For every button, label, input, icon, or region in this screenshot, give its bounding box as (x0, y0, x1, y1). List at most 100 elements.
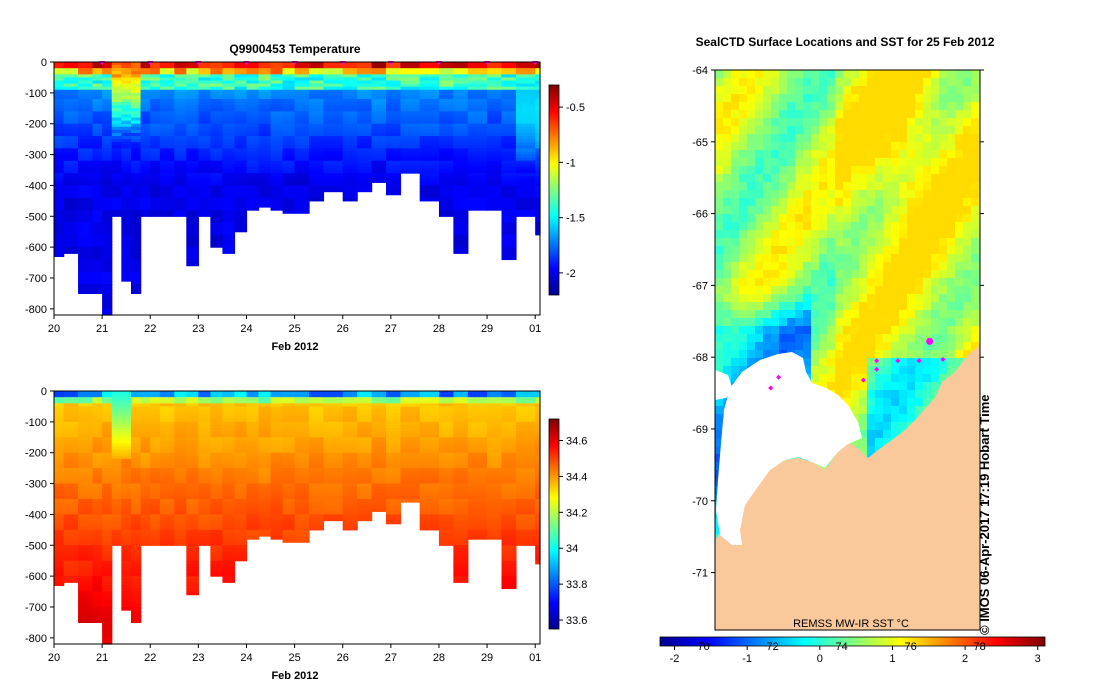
heatmap-cell (270, 83, 284, 88)
heatmap-cell (78, 492, 94, 497)
heatmap-cell (159, 194, 175, 199)
heatmap-cell (186, 461, 199, 466)
heatmap-cell (186, 579, 199, 583)
heatmap-cell (487, 105, 503, 109)
heatmap-cell (54, 219, 65, 224)
sst-cell (971, 102, 980, 111)
heatmap-cell (121, 431, 132, 435)
heatmap-cell (438, 210, 454, 214)
heatmap-cell (198, 123, 211, 128)
heatmap-cell (130, 597, 142, 602)
heatmap-cell (174, 536, 187, 540)
heatmap-cell (282, 74, 296, 79)
heatmap-cell (535, 77, 541, 82)
heatmap-cell (282, 89, 296, 94)
heatmap-cell (222, 424, 236, 429)
temp-colorbar (548, 84, 560, 296)
heatmap-cell (453, 111, 469, 116)
heatmap-cell (487, 114, 503, 119)
heatmap-cell (386, 511, 402, 516)
heatmap-cell (515, 188, 536, 193)
heatmap-cell (130, 287, 142, 291)
colorbar-tick-label: -2 (566, 268, 576, 280)
heatmap-cell (501, 117, 517, 122)
heatmap-cell (63, 579, 79, 583)
heatmap-cell (130, 80, 142, 85)
heatmap-cell (371, 145, 387, 149)
heatmap-cell (467, 123, 488, 128)
heatmap-cell (92, 287, 103, 291)
heatmap-cell (453, 428, 469, 432)
sst-cell (755, 142, 764, 151)
sst-cell (947, 174, 956, 183)
heatmap-cell (92, 148, 103, 153)
heatmap-cell (78, 431, 94, 435)
heatmap-cell (54, 569, 65, 574)
heatmap-cell (386, 480, 402, 485)
heatmap-cell (130, 517, 142, 522)
sst-cell (715, 198, 724, 207)
heatmap-cell (323, 434, 344, 438)
sst-cell (795, 182, 804, 191)
heatmap-cell (258, 77, 272, 82)
heatmap-cell (121, 142, 132, 146)
sst-cell (843, 246, 852, 255)
heatmap-cell (130, 471, 142, 475)
sst-cell (795, 126, 804, 135)
heatmap-cell (63, 62, 79, 66)
sst-cell (787, 182, 796, 191)
heatmap-cell (92, 259, 103, 264)
heatmap-cell (78, 415, 94, 420)
heatmap-cell (210, 129, 224, 134)
heatmap-cell (186, 498, 199, 503)
heatmap-cell (78, 606, 94, 611)
heatmap-cell (78, 256, 94, 261)
heatmap-cell (501, 563, 517, 568)
heatmap-cell (111, 68, 122, 72)
heatmap-cell (159, 132, 175, 137)
heatmap-cell (419, 154, 440, 159)
heatmap-cell (515, 403, 536, 408)
heatmap-cell (357, 495, 373, 500)
heatmap-cell (174, 148, 187, 153)
sst-cell (819, 198, 828, 207)
sst-cell (763, 102, 772, 111)
heatmap-cell (121, 154, 132, 159)
sst-cell (891, 230, 900, 239)
heatmap-cell (102, 145, 113, 149)
heatmap-cell (130, 437, 142, 441)
sst-cell (811, 254, 820, 263)
heatmap-cell (150, 197, 161, 202)
heatmap-cell (270, 132, 284, 137)
heatmap-cell (258, 415, 272, 420)
heatmap-cell (309, 468, 325, 472)
heatmap-cell (270, 508, 284, 512)
heatmap-cell (309, 139, 325, 143)
heatmap-cell (121, 397, 132, 401)
heatmap-cell (400, 92, 421, 97)
heatmap-cell (78, 619, 94, 624)
sst-cell (747, 246, 756, 255)
heatmap-cell (234, 132, 248, 137)
heatmap-cell (150, 86, 161, 91)
heatmap-cell (210, 219, 224, 224)
heatmap-cell (174, 194, 187, 199)
heatmap-cell (467, 412, 488, 417)
heatmap-cell (92, 603, 103, 608)
heatmap-cell (140, 65, 151, 69)
heatmap-cell (92, 449, 103, 454)
heatmap-cell (222, 247, 236, 251)
heatmap-cell (210, 563, 224, 568)
heatmap-cell (270, 502, 284, 506)
sst-cell (803, 94, 812, 103)
heatmap-cell (63, 182, 79, 187)
heatmap-cell (342, 428, 358, 432)
heatmap-cell (501, 250, 517, 254)
heatmap-cell (92, 157, 103, 162)
heatmap-cell (453, 532, 469, 537)
heatmap-cell (92, 461, 103, 466)
heatmap-cell (111, 458, 122, 463)
heatmap-cell (234, 213, 248, 217)
heatmap-cell (198, 409, 211, 414)
heatmap-cell (357, 160, 373, 165)
